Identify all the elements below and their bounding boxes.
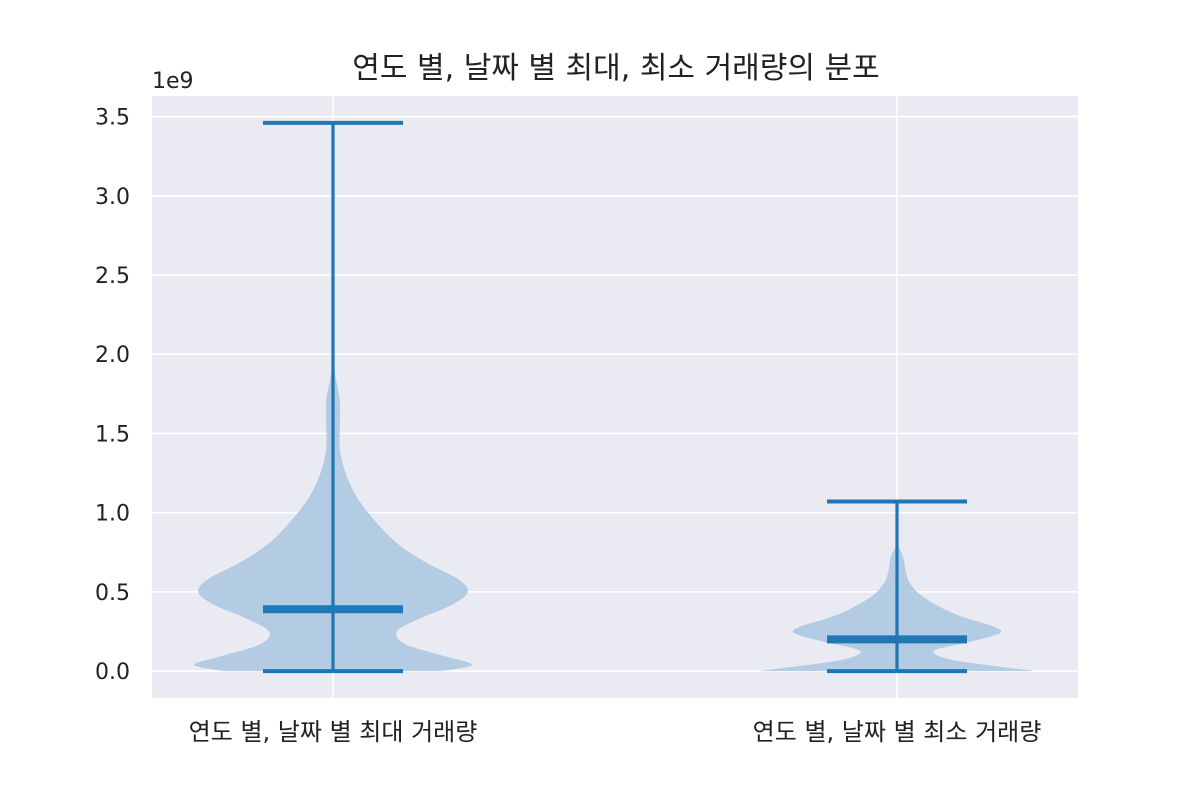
y-tick-label: 3.5 (95, 106, 130, 131)
y-tick-label: 1.5 (95, 422, 130, 447)
x-axis-ticks: 연도 별, 날짜 별 최대 거래량 연도 별, 날짜 별 최소 거래량 (189, 718, 1042, 746)
y-tick-label: 3.0 (95, 185, 130, 210)
y-tick-label: 1.0 (95, 502, 130, 527)
violin-1 (194, 120, 472, 674)
y-tick-label: 2.0 (95, 343, 130, 368)
chart-title: 연도 별, 날짜 별 최대, 최소 거래량의 분포 (352, 51, 879, 86)
violins (194, 120, 1036, 674)
x-tick-label: 연도 별, 날짜 별 최대 거래량 (189, 718, 478, 746)
y-axis-offset-label: 1e9 (152, 69, 194, 94)
y-tick-label: 2.5 (95, 264, 130, 289)
y-tick-label: 0.0 (95, 660, 130, 685)
violin-2 (758, 499, 1036, 674)
x-tick-label: 연도 별, 날짜 별 최소 거래량 (753, 718, 1042, 746)
y-axis-ticks: 0.0 0.5 1.0 1.5 2.0 2.5 3.0 3.5 (95, 106, 130, 685)
y-tick-label: 0.5 (95, 581, 130, 606)
